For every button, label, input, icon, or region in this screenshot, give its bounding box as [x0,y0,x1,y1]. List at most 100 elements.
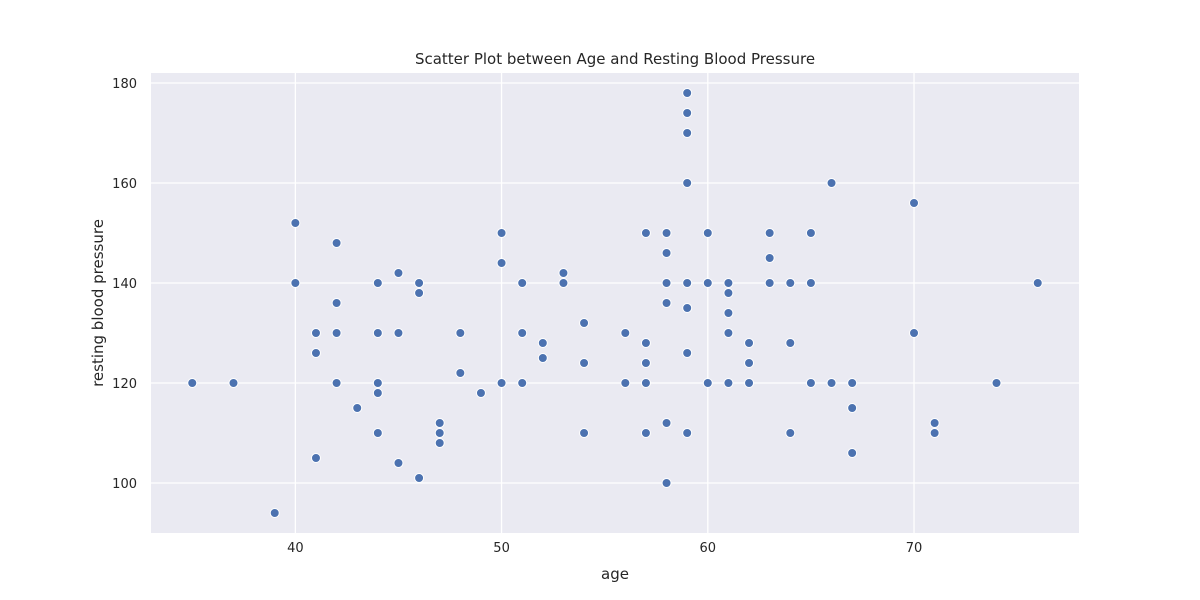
data-point [909,198,920,208]
data-point [723,288,734,298]
data-point [290,218,301,228]
x-tick-labels: 40 50 60 70 [287,541,922,556]
data-points [187,88,1043,518]
data-point [331,378,342,388]
data-point [372,278,383,288]
data-point [579,428,590,438]
data-point [826,378,837,388]
data-point [661,418,672,428]
data-point [785,278,796,288]
data-point [682,348,693,358]
data-point [744,358,755,368]
data-point [661,228,672,238]
data-point [723,308,734,318]
data-point [414,288,425,298]
y-gridlines [151,82,1079,484]
data-point [661,248,672,258]
x-tick-label: 70 [906,541,923,556]
data-point [187,378,198,388]
data-point [372,388,383,398]
data-point [929,418,940,428]
data-point [909,328,920,338]
data-point [826,178,837,188]
y-tick-label: 160 [112,177,137,192]
data-point [929,428,940,438]
data-point [764,278,775,288]
data-point [640,378,651,388]
y-tick-label: 180 [112,77,137,92]
y-tick-label: 120 [112,377,137,392]
data-point [579,318,590,328]
data-point [537,353,548,363]
data-point [640,358,651,368]
data-point [620,328,631,338]
x-tick-label: 40 [287,541,304,556]
data-point [372,428,383,438]
data-point [372,328,383,338]
data-point [682,428,693,438]
data-point [805,228,816,238]
data-point [434,428,445,438]
data-point [702,378,713,388]
data-point [475,388,486,398]
data-point [393,268,404,278]
data-point [496,228,507,238]
data-point [331,298,342,308]
data-point [847,448,858,458]
data-point [702,228,713,238]
data-point [558,278,569,288]
data-point [723,278,734,288]
data-point [785,338,796,348]
plot-area [151,73,1079,533]
data-point [744,338,755,348]
data-point [640,338,651,348]
data-point [434,418,445,428]
data-point [455,368,466,378]
data-point [290,278,301,288]
data-point [310,453,321,463]
data-point [496,258,507,268]
data-point [310,348,321,358]
data-point [517,378,528,388]
data-point [764,253,775,263]
data-point [702,278,713,288]
data-point [455,328,466,338]
data-point [640,428,651,438]
data-point [434,438,445,448]
data-point [558,268,569,278]
data-point [352,403,363,413]
data-point [331,328,342,338]
data-point [847,378,858,388]
x-tick-label: 60 [700,541,717,556]
data-point [372,378,383,388]
data-point [661,278,672,288]
x-tick-label: 50 [493,541,510,556]
data-point [682,128,693,138]
y-tick-label: 100 [112,477,137,492]
data-point [682,278,693,288]
data-point [537,338,548,348]
data-point [682,108,693,118]
data-point [682,303,693,313]
data-point [393,328,404,338]
data-point [991,378,1002,388]
data-point [682,178,693,188]
data-point [310,328,321,338]
data-point [744,378,755,388]
data-point [661,298,672,308]
data-point [805,378,816,388]
data-point [269,508,280,518]
data-point [640,228,651,238]
y-tick-labels: 100 120 140 160 180 [112,77,137,492]
data-point [620,378,631,388]
data-point [805,278,816,288]
data-point [723,378,734,388]
data-point [414,278,425,288]
data-point [517,278,528,288]
x-axis-label: age [601,565,629,583]
data-point [496,378,507,388]
chart-title: Scatter Plot between Age and Resting Blo… [415,50,815,68]
data-point [393,458,404,468]
